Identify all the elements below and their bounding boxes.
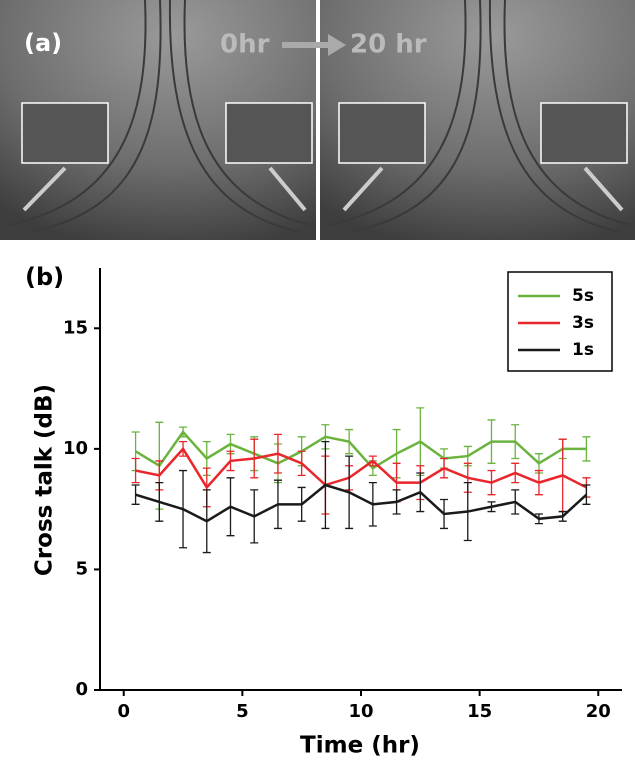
y-tick-label: 0 <box>75 679 88 700</box>
x-axis-label: Time (hr) <box>300 733 420 759</box>
legend-label: 1s <box>572 340 594 360</box>
time-label: 20 hr <box>350 30 427 60</box>
y-tick-label: 15 <box>63 317 88 338</box>
x-tick-label: 20 <box>586 701 611 722</box>
channels <box>9 0 631 233</box>
x-tick-label: 15 <box>467 701 492 722</box>
x-tick-label: 5 <box>236 701 249 722</box>
legend-box <box>507 271 613 372</box>
legend-label: 5s <box>572 286 594 306</box>
insets <box>21 102 628 164</box>
y-axis-label: Cross talk (dB) <box>32 384 58 576</box>
series-line <box>135 483 588 523</box>
panel-label: (b) <box>25 263 64 291</box>
x-tick-label: 0 <box>117 701 130 722</box>
time-arrow-head <box>328 34 346 56</box>
time-label: 0hr <box>220 30 270 60</box>
inset-arrows <box>22 166 624 212</box>
panel-label: (a) <box>24 29 62 57</box>
y-tick-label: 10 <box>63 438 88 459</box>
legend-label: 3s <box>572 313 594 333</box>
series-line <box>135 446 587 490</box>
y-tick-label: 5 <box>75 558 88 579</box>
micrograph-panel: (a) 0hr 20 hr <box>0 0 635 240</box>
x-tick-label: 10 <box>348 701 373 722</box>
series-line <box>134 429 587 470</box>
